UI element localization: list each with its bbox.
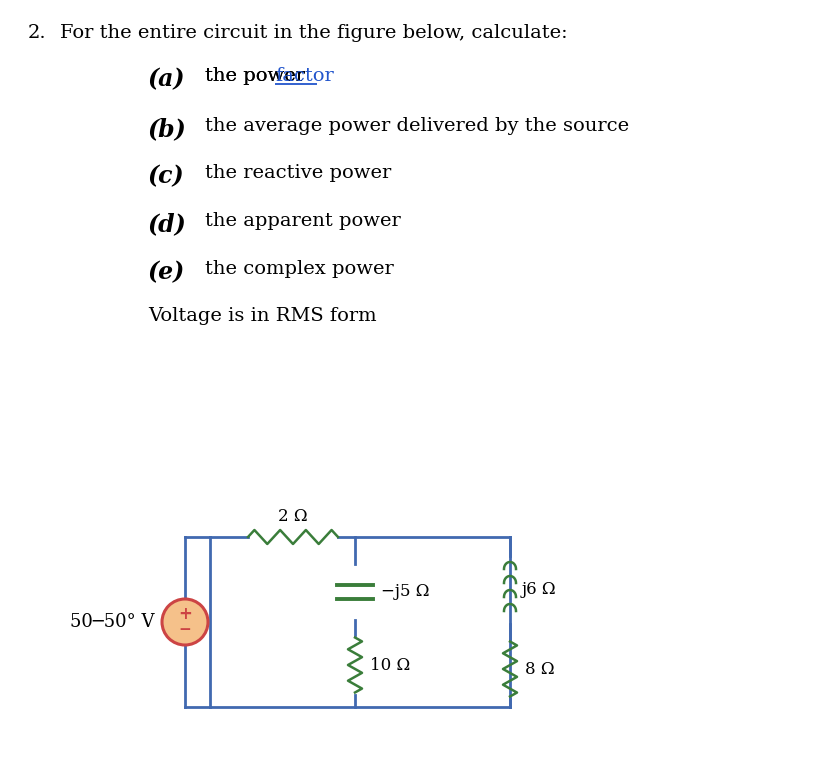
Text: +: + [178,605,192,623]
Text: −: − [179,622,192,636]
Text: 2.: 2. [28,24,47,42]
Text: j6 Ω: j6 Ω [522,581,557,598]
Text: (b): (b) [148,117,187,141]
Text: the power: the power [205,67,311,85]
Text: the power: the power [205,67,311,85]
Text: the complex power: the complex power [205,260,394,278]
Text: the reactive power: the reactive power [205,164,391,182]
Text: 2 Ω: 2 Ω [278,508,308,525]
Circle shape [162,599,208,645]
Text: (a): (a) [148,67,185,91]
Text: the average power delivered by the source: the average power delivered by the sourc… [205,117,629,135]
Text: −j5 Ω: −j5 Ω [381,584,429,600]
Text: factor: factor [275,67,334,85]
Text: 50─50° V: 50─50° V [69,613,154,631]
Text: (c): (c) [148,164,184,188]
Text: Voltage is in RMS form: Voltage is in RMS form [148,307,377,325]
Text: (e): (e) [148,260,185,284]
Text: the apparent power: the apparent power [205,212,401,230]
Text: (d): (d) [148,212,187,236]
Text: For the entire circuit in the figure below, calculate:: For the entire circuit in the figure bel… [60,24,568,42]
Text: 8 Ω: 8 Ω [525,661,555,677]
Text: 10 Ω: 10 Ω [370,657,410,674]
